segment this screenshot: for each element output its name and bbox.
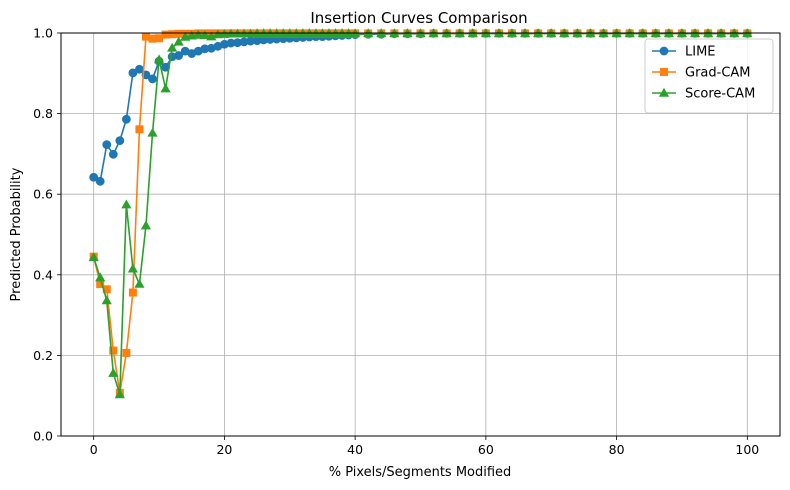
legend-swatch-marker bbox=[659, 46, 669, 56]
x-tick-label: 100 bbox=[735, 442, 759, 457]
y-tick-label: 1.0 bbox=[33, 26, 53, 41]
score-cam-point bbox=[121, 199, 132, 209]
legend-item-lime: LIME bbox=[652, 45, 716, 60]
score-cam-point bbox=[199, 30, 210, 40]
lime-point bbox=[95, 176, 105, 186]
x-axis-ticks: 0 20 40 60 80 100 bbox=[90, 436, 759, 457]
score-cam-point bbox=[212, 29, 223, 39]
score-cam-point bbox=[88, 252, 99, 262]
score-cam-point bbox=[193, 29, 204, 39]
score-cam-point bbox=[114, 389, 125, 399]
grad-cam-point bbox=[122, 348, 131, 357]
y-tick-label: 0.6 bbox=[33, 187, 53, 202]
lime-point bbox=[102, 140, 112, 150]
grad-cam-point bbox=[128, 288, 137, 297]
x-tick-label: 80 bbox=[609, 442, 625, 457]
score-cam-point bbox=[186, 30, 197, 40]
lime-point bbox=[121, 114, 131, 124]
grad-cam-point bbox=[161, 30, 170, 39]
score-cam-point bbox=[101, 295, 112, 305]
score-cam-point bbox=[167, 42, 178, 52]
grad-cam-point bbox=[135, 125, 144, 134]
grad-cam-point bbox=[155, 34, 164, 43]
x-tick-label: 60 bbox=[478, 442, 494, 457]
score-cam-point bbox=[219, 29, 230, 38]
legend-item-grad-cam: Grad-CAM bbox=[652, 66, 751, 81]
y-axis-label: Predicted Probability bbox=[9, 167, 24, 301]
x-tick-label: 20 bbox=[216, 442, 232, 457]
score-cam-point bbox=[153, 54, 165, 64]
y-axis-ticks: 0.0 0.2 0.4 0.6 0.8 1.0 bbox=[33, 26, 61, 444]
score-cam-point bbox=[140, 220, 152, 230]
grad-cam-point bbox=[109, 346, 118, 355]
grad-cam-point bbox=[141, 32, 150, 41]
lime-point bbox=[115, 136, 125, 146]
x-tick-label: 0 bbox=[90, 442, 98, 457]
score-cam-point bbox=[95, 272, 106, 282]
score-cam-point bbox=[108, 367, 119, 377]
lime-point bbox=[128, 68, 138, 78]
x-axis-label: % Pixels/Segments Modified bbox=[329, 465, 512, 480]
plot-frame bbox=[60, 32, 781, 437]
score-cam-point bbox=[160, 83, 171, 93]
lime-point bbox=[148, 74, 157, 84]
legend-swatch-marker bbox=[660, 68, 669, 77]
legend-item-score-cam: Score-CAM bbox=[652, 87, 755, 102]
lime-point bbox=[89, 172, 99, 182]
grad-cam-point bbox=[148, 34, 157, 43]
score-cam-point bbox=[134, 278, 145, 288]
grad-cam-point bbox=[174, 29, 183, 38]
y-tick-label: 0.4 bbox=[33, 267, 53, 282]
lime-point bbox=[135, 64, 144, 74]
legend: LIME Grad-CAM Score-CAM bbox=[644, 38, 774, 114]
x-tick-label: 40 bbox=[347, 442, 363, 457]
legend-swatch-marker bbox=[658, 87, 670, 97]
legend-box bbox=[644, 38, 774, 114]
lime-point bbox=[108, 149, 118, 159]
y-tick-label: 0.2 bbox=[33, 348, 53, 363]
score-cam-point bbox=[127, 263, 138, 273]
grad-cam-point bbox=[168, 30, 177, 39]
y-tick-label: 0.0 bbox=[33, 429, 53, 444]
chart-title: Insertion Curves Comparison bbox=[310, 9, 527, 27]
score-cam-point bbox=[147, 127, 158, 137]
legend-label: Score-CAM bbox=[685, 87, 755, 102]
legend-label: Grad-CAM bbox=[685, 66, 751, 81]
score-cam-point bbox=[173, 36, 184, 46]
lime-point bbox=[174, 51, 184, 60]
y-tick-label: 0.8 bbox=[33, 106, 53, 121]
legend-label: LIME bbox=[685, 45, 716, 60]
